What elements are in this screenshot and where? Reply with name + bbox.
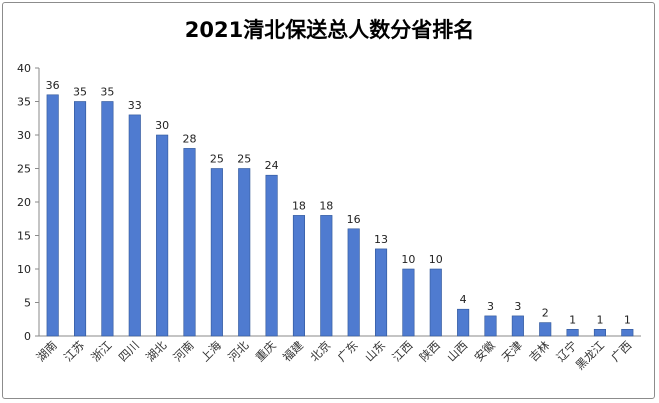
x-tick-label: 重庆: [253, 338, 280, 365]
bar: [46, 94, 59, 337]
bar: [347, 228, 360, 337]
y-tick-label: 30: [17, 129, 31, 142]
data-label: 3: [514, 300, 521, 313]
data-label: 10: [429, 253, 443, 266]
bar: [593, 328, 607, 337]
y-tick-label: 25: [17, 163, 31, 176]
data-label: 35: [73, 86, 87, 99]
bar: [210, 168, 223, 337]
bar: [183, 148, 196, 337]
bar: [238, 168, 251, 337]
bars: [46, 94, 634, 337]
data-label: 18: [319, 199, 333, 212]
y-axis-ticks: 0 5 10 15 20 25 30 35 40: [17, 62, 39, 343]
x-tick-label: 吉林: [526, 338, 553, 365]
bar: [484, 315, 497, 337]
bar: [292, 215, 305, 337]
x-tick-label: 河北: [225, 338, 252, 365]
y-tick-label: 15: [17, 230, 31, 243]
chart-title: 2021清北保送总人数分省排名: [184, 18, 475, 42]
bar: [511, 315, 524, 337]
x-tick-label: 广东: [335, 338, 361, 364]
x-tick-label: 山东: [362, 338, 388, 364]
x-tick-label: 湖南: [34, 338, 60, 364]
bar: [457, 308, 470, 337]
x-tick-label: 江西: [389, 338, 415, 364]
data-label: 30: [155, 119, 169, 132]
bar: [265, 174, 278, 337]
y-tick-label: 5: [24, 297, 31, 310]
bar: [374, 248, 388, 337]
y-tick-label: 35: [17, 96, 31, 109]
data-label: 28: [183, 132, 197, 145]
data-label: 25: [210, 153, 224, 166]
x-tick-label: 安徽: [471, 338, 498, 365]
bar: [320, 215, 333, 337]
x-tick-label: 福建: [280, 338, 307, 365]
y-tick-label: 20: [17, 196, 31, 209]
x-tick-label: 广西: [608, 338, 634, 364]
x-tick-label: 浙江: [88, 338, 115, 365]
bar: [429, 268, 442, 337]
x-tick-label: 江苏: [61, 338, 87, 364]
data-label: 16: [347, 213, 361, 226]
bar: [621, 328, 634, 337]
x-tick-label: 天津: [499, 338, 525, 364]
x-tick-label: 湖北: [143, 338, 170, 365]
bar: [539, 322, 552, 337]
data-label: 1: [624, 313, 631, 326]
x-tick-label: 陕西: [417, 338, 443, 364]
data-label: 1: [569, 313, 576, 326]
bar: [74, 101, 87, 337]
data-label: 18: [292, 199, 306, 212]
bar: [101, 101, 114, 337]
y-tick-label: 40: [17, 62, 31, 75]
data-label: 25: [237, 153, 251, 166]
x-tick-label: 上海: [198, 338, 225, 365]
y-tick-label: 0: [24, 330, 31, 343]
x-tick-label: 河南: [170, 338, 196, 364]
x-tick-label: 黑龙江: [573, 338, 608, 373]
data-label: 36: [46, 79, 60, 92]
data-label: 33: [128, 99, 142, 112]
y-tick-label: 10: [17, 263, 31, 276]
bar: [566, 328, 579, 337]
x-tick-label: 四川: [116, 338, 142, 364]
data-label: 2: [542, 307, 549, 320]
bar: [128, 114, 141, 337]
bar: [402, 268, 415, 337]
x-tick-label: 山西: [444, 338, 470, 364]
bar: [156, 134, 169, 337]
data-label: 1: [596, 313, 603, 326]
x-tick-label: 北京: [307, 338, 333, 364]
category-labels: 湖南 江苏 浙江 四川 湖北 河南 上海 河北 重庆 福建 北京 广东 山东 江西 陕西 山西 安徽 天津 吉林 辽宁…: [34, 338, 635, 373]
data-label: 10: [401, 253, 415, 266]
data-label: 35: [100, 86, 114, 99]
data-label: 24: [265, 159, 279, 172]
data-label: 13: [374, 233, 388, 246]
data-label: 4: [460, 293, 467, 306]
data-label: 3: [487, 300, 494, 313]
